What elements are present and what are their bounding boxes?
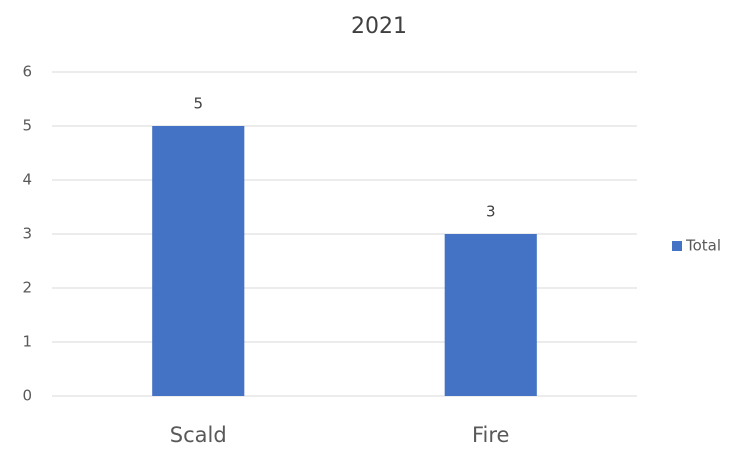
data-label: 3 xyxy=(486,203,496,221)
y-tick-label: 0 xyxy=(22,387,32,405)
y-tick-label: 1 xyxy=(22,333,32,351)
legend-label: Total xyxy=(685,237,721,255)
bar xyxy=(152,126,245,396)
y-tick-label: 4 xyxy=(22,171,32,189)
y-tick-label: 2 xyxy=(22,279,32,297)
data-label: 5 xyxy=(193,95,203,113)
x-tick-label: Scald xyxy=(170,423,227,447)
y-tick-label: 6 xyxy=(22,63,32,81)
bar xyxy=(444,234,537,396)
y-tick-label: 3 xyxy=(22,225,32,243)
y-tick-label: 5 xyxy=(22,117,32,135)
legend-swatch xyxy=(672,241,682,251)
x-tick-label: Fire xyxy=(472,423,509,447)
chart-title: 2021 xyxy=(351,14,407,39)
